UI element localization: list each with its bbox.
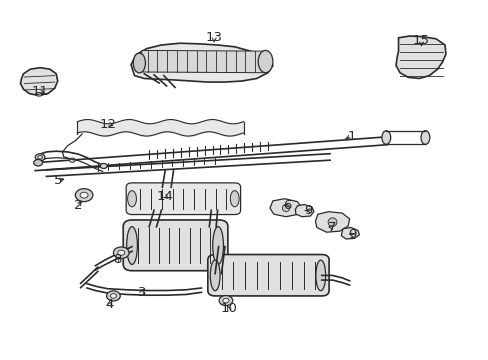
Ellipse shape — [420, 131, 429, 144]
Ellipse shape — [127, 191, 136, 207]
Ellipse shape — [223, 298, 228, 303]
Ellipse shape — [113, 247, 129, 258]
Text: 6: 6 — [283, 199, 291, 212]
FancyBboxPatch shape — [207, 255, 328, 296]
Text: 3: 3 — [137, 286, 146, 299]
Text: 4: 4 — [105, 298, 114, 311]
Ellipse shape — [126, 227, 137, 264]
Polygon shape — [20, 68, 58, 95]
Text: 8: 8 — [113, 253, 122, 266]
Ellipse shape — [327, 218, 336, 226]
Ellipse shape — [100, 163, 107, 168]
Ellipse shape — [75, 189, 93, 202]
Ellipse shape — [258, 50, 272, 73]
Text: 13: 13 — [205, 31, 222, 44]
Text: 15: 15 — [412, 34, 429, 47]
Text: 11: 11 — [32, 85, 48, 98]
Text: 12: 12 — [100, 118, 117, 131]
FancyBboxPatch shape — [123, 220, 227, 271]
Ellipse shape — [118, 250, 124, 255]
Ellipse shape — [36, 93, 43, 96]
Polygon shape — [395, 36, 445, 78]
Text: 10: 10 — [220, 302, 237, 315]
Text: 2: 2 — [74, 199, 82, 212]
Ellipse shape — [69, 158, 75, 162]
Ellipse shape — [34, 159, 42, 166]
Text: 9: 9 — [303, 204, 312, 217]
FancyBboxPatch shape — [126, 183, 240, 215]
Polygon shape — [269, 199, 302, 217]
Ellipse shape — [106, 291, 120, 301]
Polygon shape — [131, 43, 272, 82]
Ellipse shape — [219, 296, 232, 306]
Ellipse shape — [212, 227, 223, 264]
Polygon shape — [315, 212, 349, 232]
Text: 14: 14 — [157, 190, 173, 203]
Ellipse shape — [230, 191, 239, 207]
Ellipse shape — [80, 192, 88, 198]
Ellipse shape — [315, 260, 325, 291]
Ellipse shape — [381, 131, 390, 144]
Text: 7: 7 — [327, 221, 336, 234]
Ellipse shape — [35, 154, 45, 161]
Ellipse shape — [133, 53, 145, 73]
Polygon shape — [295, 204, 313, 217]
Ellipse shape — [210, 260, 220, 291]
Ellipse shape — [282, 204, 289, 212]
Polygon shape — [142, 50, 266, 73]
Text: 9: 9 — [347, 228, 356, 241]
Text: 1: 1 — [347, 130, 356, 143]
Ellipse shape — [110, 294, 116, 298]
Text: 5: 5 — [53, 174, 62, 187]
Polygon shape — [341, 228, 359, 239]
